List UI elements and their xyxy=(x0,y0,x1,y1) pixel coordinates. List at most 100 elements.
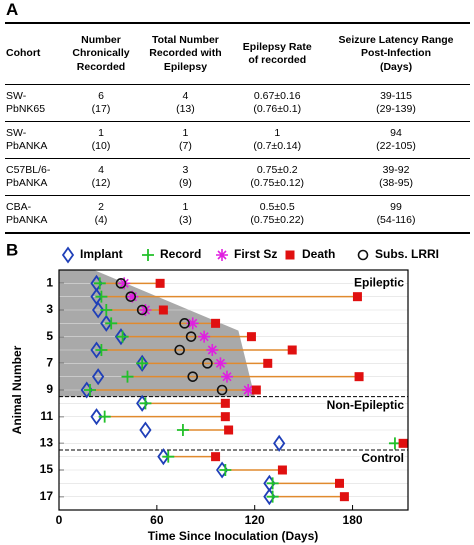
data-point xyxy=(266,490,279,503)
table-cell: CBA- PbANKA xyxy=(5,195,64,234)
cell-text: (4) xyxy=(94,214,108,226)
legend-label: Record xyxy=(160,247,201,261)
group-label: Control xyxy=(361,451,404,465)
table-row: SW- PbANKA 1 (10) 1 (7) 1 (0.7±0.14) 94 (22-105) xyxy=(5,121,470,159)
cell-text: 2 xyxy=(98,200,104,213)
data-point xyxy=(398,438,408,448)
cell-text: (13) xyxy=(176,103,195,115)
y-tick-label: 9 xyxy=(46,382,53,396)
x-tick-label: 0 xyxy=(56,513,63,527)
y-tick-label: 1 xyxy=(46,276,53,290)
header-text: Chronically xyxy=(72,47,130,60)
cell-text: (9) xyxy=(179,177,192,189)
cell-text: 4 xyxy=(98,163,104,176)
table-cell: 4 (12) xyxy=(63,158,139,196)
cell-text: (54-116) xyxy=(376,214,416,226)
table-cell: SW- PbNK65 xyxy=(5,84,64,122)
header-text: of recorded xyxy=(248,54,307,66)
header-cell: Total Number Recorded with Epilepsy xyxy=(138,22,233,85)
table-cell: 0.67±0.16 (0.76±0.1) xyxy=(232,84,323,122)
y-tick-label: 17 xyxy=(40,489,54,503)
cohort-table: Cohort Number Chronically Recorded Total Num… xyxy=(5,22,470,234)
header-text: Cohort xyxy=(6,47,41,60)
legend-marker xyxy=(285,250,295,260)
legend-marker xyxy=(357,249,369,261)
data-point xyxy=(100,314,113,332)
legend-label: First Sz xyxy=(234,247,277,261)
data-point xyxy=(186,317,199,330)
panel-label: B xyxy=(6,240,18,259)
data-point xyxy=(273,434,286,452)
cell-text: (38-95) xyxy=(379,177,413,189)
cell-text: 99 xyxy=(390,200,402,213)
cell-text: 1 xyxy=(182,200,189,213)
cell-text: (10) xyxy=(91,140,111,152)
legend-label: Death xyxy=(302,247,335,261)
table-cell: 0.5±0.5 (0.75±0.22) xyxy=(232,195,323,234)
cell-text: (0.7±0.14) xyxy=(253,140,302,152)
table-cell: 1 (0.7±0.14) xyxy=(232,121,323,159)
data-point xyxy=(211,452,221,462)
data-point xyxy=(158,305,168,315)
data-point xyxy=(126,290,139,303)
data-point xyxy=(211,318,221,328)
data-point xyxy=(139,304,152,316)
header-text: Epilepsy xyxy=(163,60,208,73)
cell-text: 4 xyxy=(182,89,189,102)
data-point xyxy=(100,304,113,316)
cell-text: 0.67±0.16 xyxy=(253,89,301,102)
data-point xyxy=(219,464,232,476)
cell-text: 6 xyxy=(98,89,104,102)
cell-text: 1 xyxy=(274,126,281,139)
data-point xyxy=(335,478,345,488)
table-cell: SW- PbANKA xyxy=(5,121,64,159)
cell-text: 0.5±0.5 xyxy=(259,200,295,213)
data-point xyxy=(263,358,273,368)
x-tick-label: 60 xyxy=(150,513,164,527)
y-tick-label: 13 xyxy=(40,436,54,450)
plot-frame xyxy=(58,269,409,511)
legend-marker xyxy=(142,249,154,261)
data-point xyxy=(93,277,106,290)
data-point xyxy=(90,408,103,426)
x-axis-title: Time Since Inoculation (Days) xyxy=(148,529,318,543)
y-tick-label: 5 xyxy=(46,329,53,343)
data-point xyxy=(246,332,256,342)
cell-text: 39-115 xyxy=(380,89,412,102)
data-point xyxy=(216,384,228,396)
header-cell: Number Chronically Recorded xyxy=(63,22,139,85)
data-point xyxy=(277,465,287,475)
data-point xyxy=(136,357,149,370)
group-label: Epileptic xyxy=(354,276,404,290)
header-text: Recorded xyxy=(76,60,126,73)
table-cell: 94 (22-105) xyxy=(322,121,470,159)
table-cell: 39-115 (29-139) xyxy=(322,84,470,122)
table-cell: 1 (3) xyxy=(138,195,233,234)
data-point xyxy=(115,278,127,289)
cell-text: 1 xyxy=(182,126,189,139)
data-point xyxy=(98,410,111,423)
data-point xyxy=(187,371,199,382)
data-point xyxy=(185,331,197,342)
data-point xyxy=(174,344,185,356)
table-cell: 39-92 (38-95) xyxy=(322,158,470,196)
data-point xyxy=(220,370,233,383)
cell-text: 94 xyxy=(390,126,402,139)
data-point xyxy=(179,318,190,329)
cell-text: PbANKA xyxy=(6,177,48,189)
data-point xyxy=(157,448,170,466)
header-cell: Seizure Latency Range Post-Infection (Days… xyxy=(322,22,470,85)
data-point xyxy=(198,330,211,343)
header-text: (Days) xyxy=(379,60,413,73)
data-point xyxy=(136,354,149,372)
cell-text: 39-92 xyxy=(382,163,410,176)
y-tick-label: 7 xyxy=(46,356,53,370)
cell-text: (12) xyxy=(91,177,111,189)
data-point xyxy=(90,341,103,359)
data-point xyxy=(176,424,189,436)
table-cell: 1 (7) xyxy=(138,121,233,159)
cell-text: PbANKA xyxy=(6,214,48,226)
table-cell: 6 (17) xyxy=(63,84,139,122)
legend-marker xyxy=(216,249,228,261)
